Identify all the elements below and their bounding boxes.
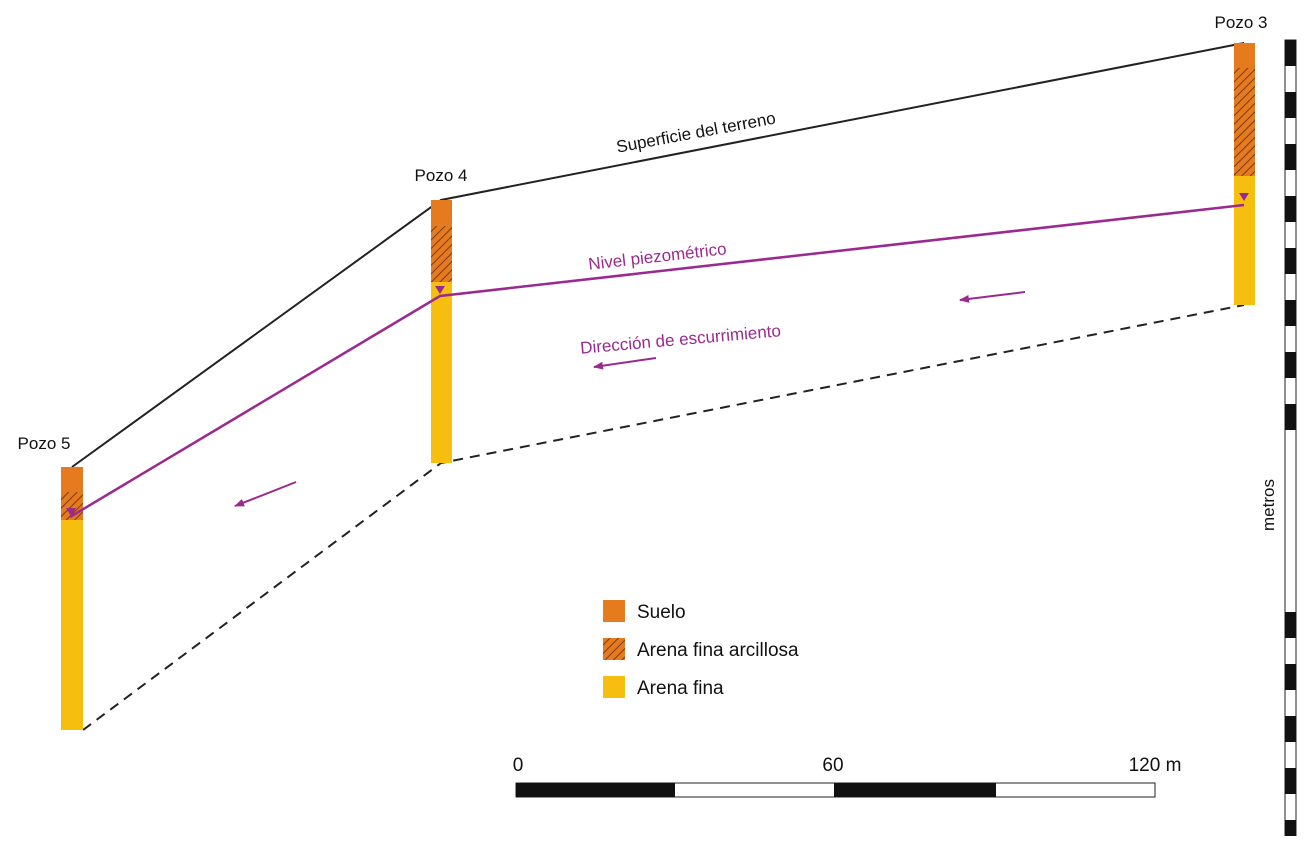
scale-label: 120 m (1129, 755, 1182, 776)
vertical-scale-segment (1285, 352, 1296, 378)
vertical-scale: metros (1259, 39, 1297, 841)
legend-swatch (603, 600, 625, 622)
legend-swatch (603, 638, 625, 660)
well-label: Pozo 5 (18, 434, 71, 453)
vertical-scale-segment (1285, 248, 1296, 274)
vertical-scale-segment (1285, 40, 1296, 66)
legend: Suelo Arena fina arcillosa Arena fina (603, 600, 799, 699)
well-3 (1234, 43, 1255, 305)
scale-label: 60 (822, 755, 843, 776)
flow-arrow (234, 481, 297, 507)
well-5 (61, 467, 83, 730)
well-label: Pozo 4 (415, 166, 468, 185)
flow-arrow (593, 357, 657, 370)
vertical-scale-segment (1285, 196, 1296, 222)
scale-label: 0 (513, 755, 524, 776)
legend-label: Arena fina (637, 678, 724, 699)
flow-arrow (959, 291, 1026, 303)
vertical-scale-segment (1285, 300, 1296, 326)
vertical-scale-segment (1285, 768, 1296, 794)
base-line (82, 304, 1245, 731)
vertical-scale-segment (1285, 820, 1296, 841)
water-level-marker (435, 286, 445, 294)
water-level-marker (66, 508, 76, 516)
vertical-scale-segment (1285, 92, 1296, 118)
well-label: Pozo 3 (1215, 13, 1268, 32)
vertical-scale-segment (1285, 612, 1296, 638)
vertical-scale-label: metros (1259, 479, 1278, 531)
piezometric-label: Nivel piezométrico (587, 239, 727, 274)
vertical-scale-segment (1285, 716, 1296, 742)
well-4 (431, 200, 452, 463)
legend-label: Suelo (637, 602, 686, 623)
legend-swatch (603, 676, 625, 698)
water-level-marker (1239, 193, 1249, 201)
scale-bar: 0 60 120 m (513, 755, 1182, 798)
legend-label: Arena fina arcillosa (637, 640, 799, 661)
vertical-scale-segment (1285, 404, 1296, 430)
piezometric-line (69, 203, 1245, 519)
flow-label: Dirección de escurrimiento (579, 321, 781, 357)
vertical-scale-segment (1285, 144, 1296, 170)
vertical-scale-segment (1285, 664, 1296, 690)
